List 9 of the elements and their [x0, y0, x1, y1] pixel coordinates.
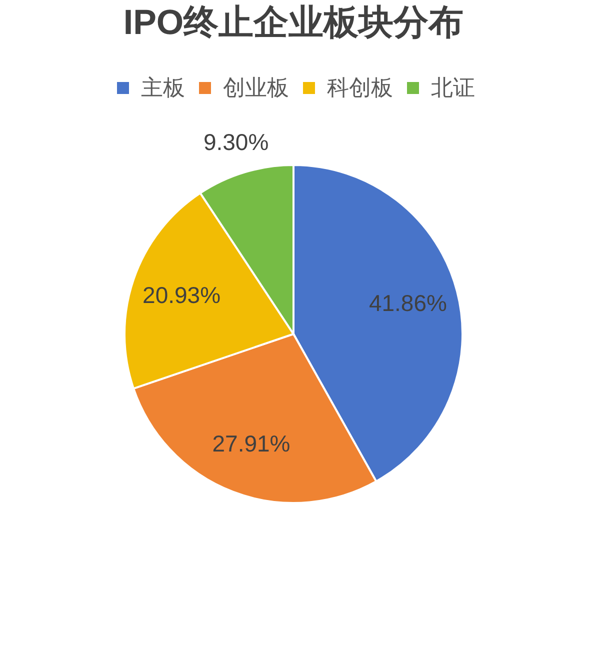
legend-label: 主板 [141, 75, 185, 100]
legend-label: 创业板 [223, 75, 289, 100]
data-label: 27.91% [212, 430, 290, 456]
chart-title: IPO终止企业板块分布 [123, 3, 464, 42]
data-label: 41.86% [368, 290, 447, 316]
data-label: 9.30% [203, 129, 269, 156]
data-label: 20.93% [142, 282, 221, 308]
legend-label: 北证 [431, 75, 475, 100]
legend-label: 科创板 [327, 75, 393, 100]
